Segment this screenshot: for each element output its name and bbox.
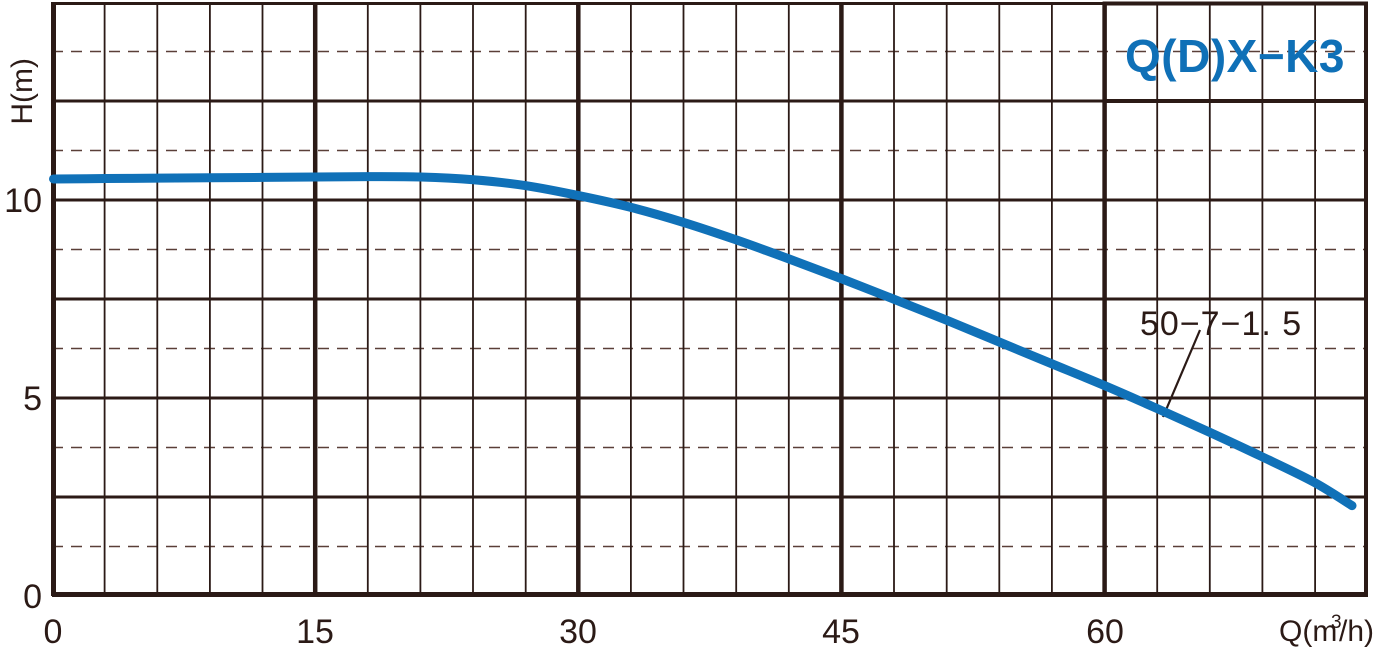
- series-title-box-border: [1102, 1, 1368, 103]
- y-axis-tick-labels: 10 5 0: [4, 182, 42, 616]
- grid-vertical-minor: [103, 2, 1316, 596]
- y-axis-title: H(m): [6, 58, 39, 125]
- x-axis-title: Q(m 3 /h): [1279, 612, 1374, 648]
- x-tick-label-0: 0: [44, 613, 63, 648]
- x-tick-label-30: 30: [559, 613, 597, 648]
- x-tick-label-45: 45: [822, 613, 860, 648]
- x-tick-label-60: 60: [1086, 613, 1124, 648]
- y-tick-label-0: 0: [23, 578, 42, 616]
- x-axis-title-superscript: 3: [1331, 612, 1342, 633]
- series-title-box: Q(D)X−K3: [1102, 1, 1368, 103]
- grid-horizontal-minor-dashed: [52, 50, 1368, 548]
- curve-annotation-group: 50−7−1. 5: [1140, 305, 1302, 418]
- x-tick-label-15: 15: [296, 613, 334, 648]
- series-title-text: Q(D)X−K3: [1125, 30, 1345, 82]
- y-tick-label-5: 5: [23, 380, 42, 418]
- x-axis-title-tail: /h): [1339, 615, 1374, 648]
- y-tick-label-10: 10: [4, 182, 42, 220]
- performance-curve-50-7-1-5: [49, 172, 1357, 511]
- x-axis-title-main: Q(m: [1279, 615, 1337, 648]
- annotation-leader-line: [1161, 329, 1202, 418]
- x-axis-tick-labels: 0 15 30 45 60: [44, 613, 1124, 648]
- curve-annotation-label: 50−7−1. 5: [1140, 305, 1302, 343]
